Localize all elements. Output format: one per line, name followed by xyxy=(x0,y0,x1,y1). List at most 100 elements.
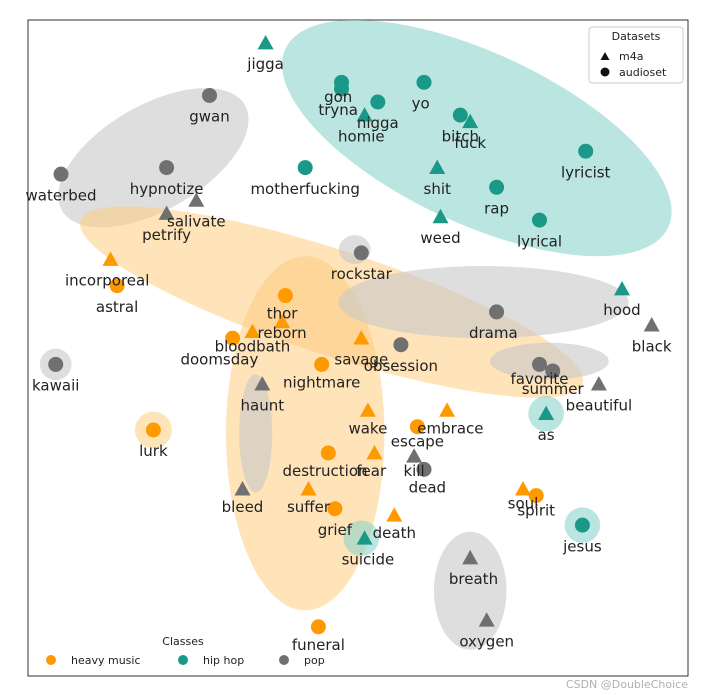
classes-legend-title: Classes xyxy=(162,635,204,648)
point-oxygen xyxy=(478,612,495,627)
point-as xyxy=(538,405,555,420)
label-grief: grief xyxy=(318,521,353,539)
label-haunt: haunt xyxy=(241,396,285,414)
point-beautiful xyxy=(590,376,607,391)
label-hypnotize: hypnotize xyxy=(130,180,204,198)
label-homie: homie xyxy=(338,127,385,145)
label-embrace: embrace xyxy=(417,419,483,437)
label-bleed: bleed xyxy=(222,498,264,516)
label-soul: soul xyxy=(508,495,539,513)
region-pop-4 xyxy=(338,266,629,339)
point-bloodbath xyxy=(244,323,261,338)
point-fuck xyxy=(462,113,479,129)
label-funeral: funeral xyxy=(292,636,345,654)
point-black xyxy=(643,317,660,332)
label-breath: breath xyxy=(449,570,498,588)
point-spirit xyxy=(528,488,544,504)
point-incorporeal xyxy=(102,251,119,266)
label-drama: drama xyxy=(469,324,518,342)
point-lurk xyxy=(145,422,161,438)
label-weed: weed xyxy=(420,229,460,247)
legend-circle-marker xyxy=(600,67,610,77)
datasets-legend: Datasets m4a audioset xyxy=(588,26,684,84)
label-gwan: gwan xyxy=(189,108,230,126)
label-death: death xyxy=(373,524,416,542)
label-black: black xyxy=(632,337,672,355)
label-obsession: obsession xyxy=(364,357,438,375)
label-rockstar: rockstar xyxy=(331,265,393,283)
label-hood: hood xyxy=(603,301,640,319)
point-breath xyxy=(462,549,479,565)
region-pop-6 xyxy=(239,374,273,493)
point-tryna xyxy=(334,81,349,97)
label-nigga: nigga xyxy=(357,114,399,132)
region-pop-0 xyxy=(58,88,249,228)
point-bitch xyxy=(452,107,468,123)
label-yo: yo xyxy=(412,95,430,113)
label-nightmare: nightmare xyxy=(283,373,360,391)
label-lurk: lurk xyxy=(139,442,168,460)
label-bitch: bitch xyxy=(442,127,479,145)
point-fear xyxy=(366,444,383,460)
point-hood xyxy=(614,280,630,296)
point-nigga xyxy=(370,94,386,110)
label-incorporeal: incorporeal xyxy=(65,272,149,290)
region-hip-hop-1 xyxy=(282,20,672,257)
label-fuck: fuck xyxy=(454,134,486,152)
label-lyrical: lyrical xyxy=(517,232,562,250)
point-soul xyxy=(515,481,531,496)
legend-entry-pop: pop xyxy=(304,654,325,667)
region-pop-5 xyxy=(490,342,609,380)
label-dead: dead xyxy=(409,478,446,496)
cluster-regions xyxy=(39,20,672,650)
point-destruction xyxy=(320,445,336,461)
label-spirit: spirit xyxy=(517,501,555,519)
legend-swatch-pop xyxy=(279,655,289,665)
label-favorite: favorite xyxy=(511,370,569,388)
point-wake xyxy=(359,402,376,417)
label-thor: thor xyxy=(267,304,299,322)
label-kawaii: kawaii xyxy=(32,377,79,395)
point-lyricist xyxy=(578,143,594,159)
point-summer xyxy=(545,363,561,379)
point-kawaii xyxy=(48,356,64,372)
point-bleed xyxy=(234,481,251,496)
label-motherfucking: motherfucking xyxy=(250,180,360,198)
label-astral: astral xyxy=(96,298,138,316)
legend-entry-m4a: m4a xyxy=(619,50,643,63)
label-petrify: petrify xyxy=(142,226,191,244)
label-jesus: jesus xyxy=(562,537,602,555)
legend-entry-audioset: audioset xyxy=(619,66,667,79)
point-rockstar xyxy=(353,245,369,261)
label-suffer: suffer xyxy=(287,498,331,516)
label-doomsday: doomsday xyxy=(180,350,258,368)
label-shit: shit xyxy=(424,180,451,198)
point-embrace xyxy=(439,402,456,417)
point-salivate xyxy=(188,192,205,207)
label-savage: savage xyxy=(334,350,388,368)
point-lyrical xyxy=(532,212,547,228)
label-rap: rap xyxy=(484,200,509,218)
classes-legend: Classes heavy music hip hop pop xyxy=(46,635,325,667)
label-destruction: destruction xyxy=(282,462,367,480)
label-lyricist: lyricist xyxy=(561,163,611,181)
point-doomsday xyxy=(225,330,241,346)
point-astral xyxy=(109,278,125,294)
label-suicide: suicide xyxy=(342,550,395,568)
point-funeral xyxy=(310,619,326,635)
label-salivate: salivate xyxy=(167,213,226,231)
point-weed xyxy=(432,208,449,224)
label-summer: summer xyxy=(522,380,585,398)
label-waterbed: waterbed xyxy=(25,186,96,204)
point-grief xyxy=(327,501,343,517)
point-homie xyxy=(356,107,373,122)
point-escape xyxy=(409,419,425,435)
watermark-text: CSDN @DoubleChoice xyxy=(565,678,688,691)
point-savage xyxy=(353,330,370,345)
point-haunt xyxy=(254,376,271,391)
point-motherfucking xyxy=(297,160,313,176)
point-rap xyxy=(489,179,505,195)
label-bloodbath: bloodbath xyxy=(215,337,291,355)
data-points xyxy=(48,34,660,635)
